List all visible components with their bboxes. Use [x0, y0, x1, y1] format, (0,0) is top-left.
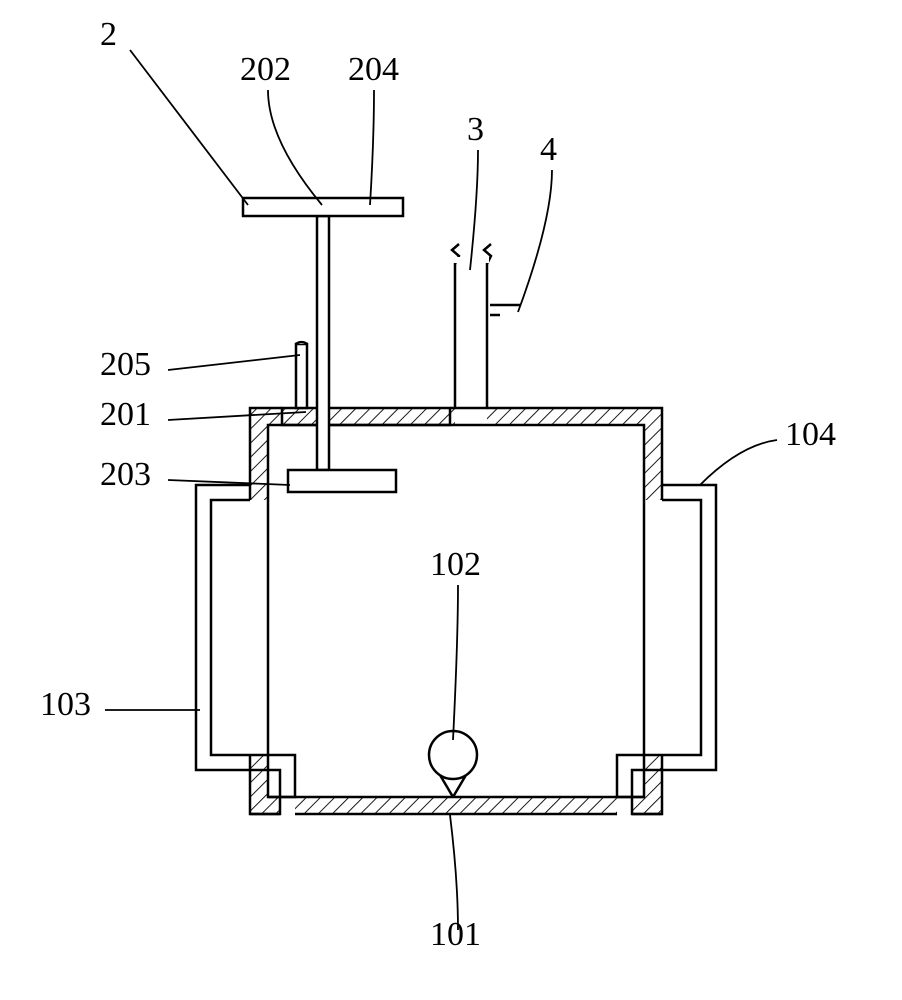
label-103: 103	[40, 686, 91, 723]
label-201: 201	[100, 396, 151, 433]
label-202: 202	[240, 51, 291, 88]
label-203: 203	[100, 456, 151, 493]
label-204: 204	[348, 51, 399, 88]
label-205: 205	[100, 346, 151, 383]
label-101: 101	[430, 916, 481, 953]
leader-l202	[268, 90, 322, 205]
technical-diagram: 2 204 202 3 4 205 201 203 104 103 102 101	[0, 0, 902, 1000]
leader-l104	[700, 440, 777, 485]
label-3: 3	[467, 111, 484, 148]
shaft-202	[317, 216, 329, 470]
leader-l4	[518, 170, 552, 312]
leader-l101	[450, 815, 458, 930]
scale-4	[490, 305, 520, 315]
leader-l205	[168, 355, 300, 370]
leader-l3	[470, 150, 478, 270]
label-104: 104	[785, 416, 836, 453]
label-2: 2	[100, 16, 117, 53]
lid-201	[282, 408, 450, 425]
disc-203	[288, 470, 396, 492]
top-plate-204	[243, 198, 403, 216]
label-102: 102	[430, 546, 481, 583]
pipe-3	[452, 244, 491, 408]
leader-l204	[370, 90, 374, 205]
leader-l2	[130, 50, 248, 205]
label-4: 4	[540, 131, 557, 168]
knob-205	[296, 342, 307, 408]
